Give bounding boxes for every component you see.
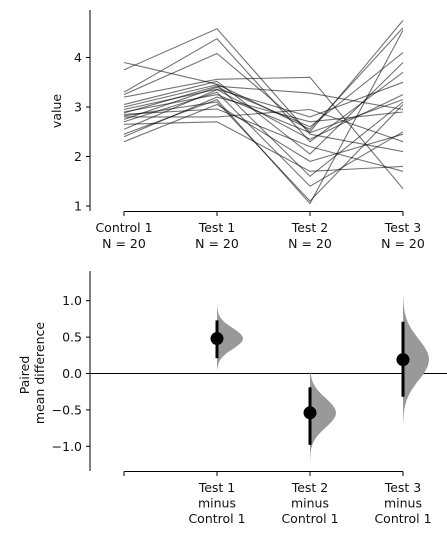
difference-distribution — [403, 296, 429, 423]
x-tick-label: Control 1 — [281, 511, 338, 526]
paired-line — [123, 96, 404, 138]
difference-distributions-group — [210, 296, 429, 463]
x-tick-label-count: N = 20 — [195, 236, 239, 251]
y-tick-label: −1.0 — [52, 439, 82, 454]
x-tick-label-count: N = 20 — [288, 236, 332, 251]
mean-difference-point — [303, 406, 317, 420]
paired-line — [123, 28, 404, 153]
y-tick-label: 4 — [74, 50, 82, 65]
y-tick-label: 1 — [74, 199, 82, 214]
x-tick-label: Control 1 — [374, 511, 431, 526]
bottom-y-axis-label: Paired mean difference — [17, 322, 47, 424]
x-tick-label: minus — [291, 496, 329, 511]
y-tick-label: 0.0 — [62, 366, 82, 381]
paired-line — [123, 20, 404, 133]
y-tick-label: 0.5 — [62, 330, 82, 345]
y-tick-label: 2 — [74, 149, 82, 164]
paired-line — [123, 62, 404, 155]
mean-difference-point — [210, 332, 224, 346]
paired-lines-group — [123, 20, 404, 205]
x-tick-label: Control 1 — [188, 511, 245, 526]
paired-line — [123, 52, 404, 128]
y-tick-label: 1.0 — [62, 293, 82, 308]
difference-distribution — [217, 304, 243, 370]
paired-line — [123, 84, 404, 178]
bottom-y-axis-label-line-2: mean difference — [32, 322, 47, 424]
x-tick-label: minus — [384, 496, 422, 511]
mean-difference-point — [396, 353, 410, 367]
difference-distribution — [310, 372, 336, 463]
top-y-axis-label: value — [49, 94, 64, 128]
x-tick-label-group: Test 2 — [291, 220, 329, 235]
x-tick-label-count: N = 20 — [381, 236, 425, 251]
x-tick-label-group: Test 3 — [384, 220, 422, 235]
x-tick-label: minus — [198, 496, 236, 511]
bottom-y-ticks: −1.0 −0.5 0.0 0.5 1.0 — [52, 293, 90, 454]
paired-line — [123, 91, 404, 187]
x-tick-label: Test 2 — [291, 480, 329, 495]
x-tick-label-count: N = 20 — [102, 236, 146, 251]
x-tick-label-group: Test 1 — [198, 220, 236, 235]
x-tick-label: Test 3 — [384, 480, 422, 495]
top-y-ticks: 1 2 3 4 — [74, 50, 90, 214]
paired-line — [123, 76, 404, 190]
bottom-y-axis-label-line-1: Paired — [17, 356, 32, 395]
x-tick-label: Test 1 — [198, 480, 236, 495]
x-tick-label-group: Control 1 — [95, 220, 152, 235]
paired-line — [123, 85, 404, 114]
paired-line — [123, 103, 404, 162]
y-tick-label: −0.5 — [52, 402, 82, 417]
y-tick-label: 3 — [74, 100, 82, 115]
